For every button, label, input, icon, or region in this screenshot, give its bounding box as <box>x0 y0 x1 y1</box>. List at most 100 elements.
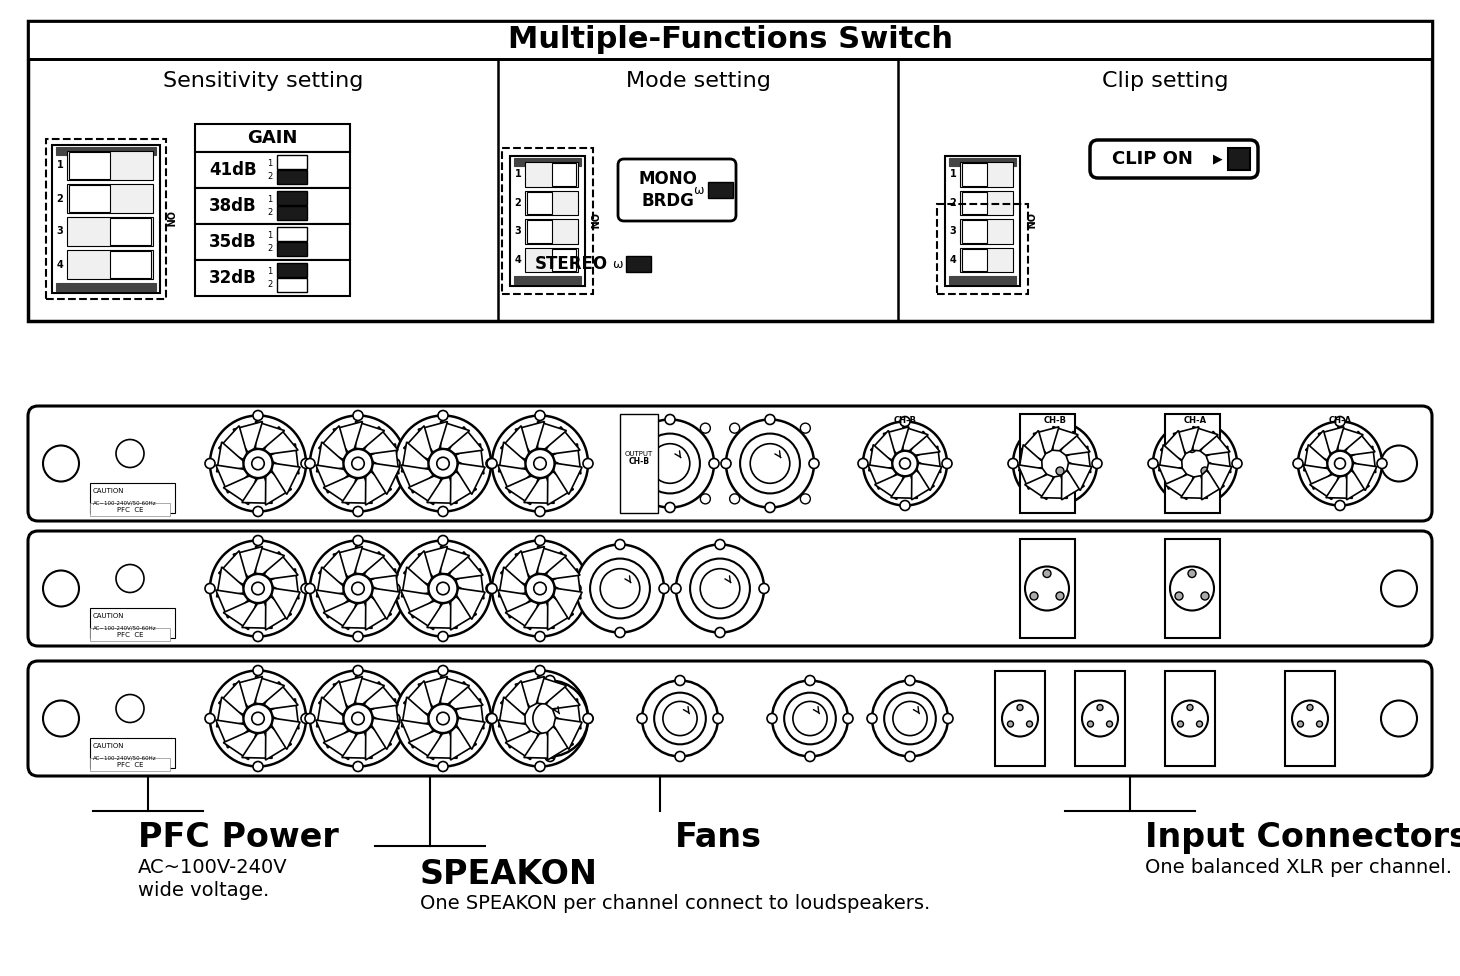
FancyBboxPatch shape <box>28 531 1432 646</box>
Circle shape <box>488 459 496 468</box>
Polygon shape <box>917 464 942 491</box>
Bar <box>962 163 987 185</box>
Circle shape <box>1169 566 1215 611</box>
Polygon shape <box>317 442 343 471</box>
Circle shape <box>1188 444 1196 453</box>
Polygon shape <box>1202 470 1225 500</box>
Polygon shape <box>1061 470 1085 500</box>
Circle shape <box>305 713 315 723</box>
Text: 4: 4 <box>949 255 956 264</box>
Text: 38dB: 38dB <box>209 197 257 215</box>
Bar <box>55 147 156 155</box>
Polygon shape <box>402 465 434 493</box>
Text: Multiple-Functions Switch: Multiple-Functions Switch <box>508 25 952 55</box>
Circle shape <box>1092 459 1102 468</box>
Polygon shape <box>270 699 299 729</box>
Circle shape <box>1050 458 1060 468</box>
Polygon shape <box>216 697 244 727</box>
Text: 1: 1 <box>267 267 273 276</box>
Circle shape <box>615 540 625 549</box>
Polygon shape <box>219 680 247 714</box>
Circle shape <box>429 574 457 603</box>
Polygon shape <box>342 602 372 629</box>
Circle shape <box>1298 422 1383 506</box>
Circle shape <box>534 712 546 725</box>
Bar <box>196 152 350 188</box>
Circle shape <box>534 631 545 641</box>
Polygon shape <box>1206 446 1231 472</box>
Circle shape <box>1029 467 1038 475</box>
Polygon shape <box>537 676 566 704</box>
Polygon shape <box>1053 427 1077 451</box>
Polygon shape <box>323 601 356 630</box>
Bar <box>526 162 578 186</box>
Polygon shape <box>917 446 940 472</box>
Polygon shape <box>553 464 583 495</box>
Circle shape <box>343 574 372 603</box>
Circle shape <box>1007 459 1018 468</box>
Bar <box>67 151 153 180</box>
Polygon shape <box>553 569 581 599</box>
Circle shape <box>251 458 264 469</box>
Polygon shape <box>524 477 555 504</box>
Circle shape <box>804 675 815 685</box>
Circle shape <box>637 713 647 723</box>
Circle shape <box>492 416 588 511</box>
Circle shape <box>486 713 496 723</box>
Polygon shape <box>1326 475 1352 499</box>
Circle shape <box>650 444 689 483</box>
Circle shape <box>1042 570 1051 578</box>
Polygon shape <box>456 444 483 474</box>
Circle shape <box>534 507 545 516</box>
Circle shape <box>1317 721 1323 727</box>
Text: AC~100-240V/50-60Hz: AC~100-240V/50-60Hz <box>93 626 156 630</box>
Circle shape <box>402 459 412 468</box>
Circle shape <box>1029 592 1038 600</box>
Text: AC~100-240V/50-60Hz: AC~100-240V/50-60Hz <box>93 755 156 760</box>
Polygon shape <box>515 422 545 452</box>
Circle shape <box>750 444 790 483</box>
Bar <box>91 608 175 638</box>
Circle shape <box>1307 705 1313 711</box>
Polygon shape <box>402 720 434 748</box>
Circle shape <box>1148 459 1158 468</box>
Text: ▶: ▶ <box>1213 152 1223 166</box>
Circle shape <box>892 451 917 476</box>
Text: 32dB: 32dB <box>209 269 257 287</box>
Circle shape <box>1298 721 1304 727</box>
Polygon shape <box>264 681 298 709</box>
Bar <box>1285 671 1334 766</box>
Circle shape <box>353 507 364 516</box>
Polygon shape <box>333 422 362 452</box>
Circle shape <box>1190 501 1200 510</box>
Circle shape <box>438 411 448 421</box>
Circle shape <box>1050 417 1060 427</box>
Polygon shape <box>409 476 441 505</box>
Bar <box>962 191 987 214</box>
Text: wide voltage.: wide voltage. <box>139 881 269 900</box>
Polygon shape <box>317 697 343 727</box>
Polygon shape <box>323 476 356 505</box>
Polygon shape <box>216 720 248 748</box>
Polygon shape <box>546 427 580 454</box>
Polygon shape <box>402 567 428 597</box>
Polygon shape <box>315 590 347 618</box>
Bar <box>277 206 307 220</box>
Text: BRDG: BRDG <box>641 192 695 210</box>
Polygon shape <box>553 444 581 474</box>
Text: 2: 2 <box>267 280 273 289</box>
Polygon shape <box>216 442 244 471</box>
Polygon shape <box>548 596 574 630</box>
Polygon shape <box>356 676 384 704</box>
Bar <box>277 278 307 292</box>
Circle shape <box>396 671 491 766</box>
Polygon shape <box>403 680 432 714</box>
Polygon shape <box>515 547 545 577</box>
Circle shape <box>253 666 263 675</box>
Circle shape <box>676 545 764 632</box>
Circle shape <box>800 424 810 433</box>
Text: CH-A: CH-A <box>1329 416 1352 425</box>
Bar <box>277 155 307 169</box>
Text: PFC  CE: PFC CE <box>117 507 143 513</box>
Circle shape <box>1153 422 1237 506</box>
